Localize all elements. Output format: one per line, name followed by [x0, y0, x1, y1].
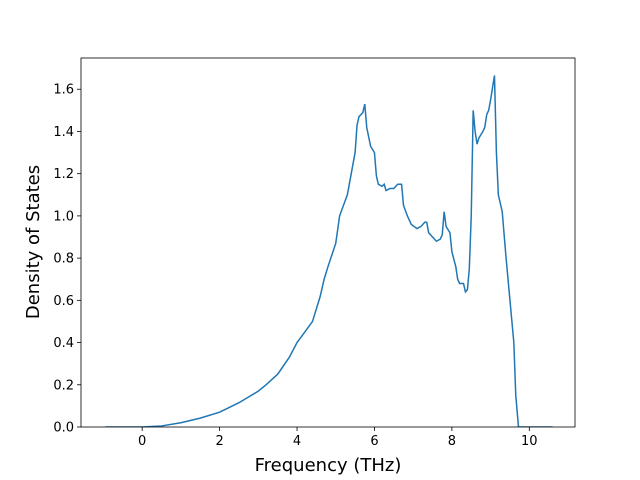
- x-tick-label: 8: [448, 434, 456, 449]
- y-tick-label: 1.0: [53, 209, 74, 224]
- y-axis-label: Density of States: [23, 165, 44, 319]
- y-tick-label: 1.4: [53, 125, 74, 140]
- x-axis-label: Frequency (THz): [255, 455, 402, 476]
- y-tick-label: 0.2: [53, 378, 74, 393]
- y-tick-label: 0.6: [53, 294, 74, 309]
- x-tick-label: 10: [521, 434, 538, 449]
- y-tick-label: 0.4: [53, 336, 74, 351]
- x-tick-label: 0: [138, 434, 146, 449]
- plot-frame: [80, 57, 576, 428]
- y-tick-label: 0.0: [53, 421, 74, 436]
- x-tick-label: 6: [370, 434, 378, 449]
- line: [105, 75, 553, 427]
- y-tick-label: 0.8: [53, 252, 74, 267]
- x-tick-label: 2: [215, 434, 223, 449]
- y-tick-label: 1.6: [53, 83, 74, 98]
- y-tick-label: 1.2: [53, 167, 74, 182]
- x-tick-label: 4: [293, 434, 301, 449]
